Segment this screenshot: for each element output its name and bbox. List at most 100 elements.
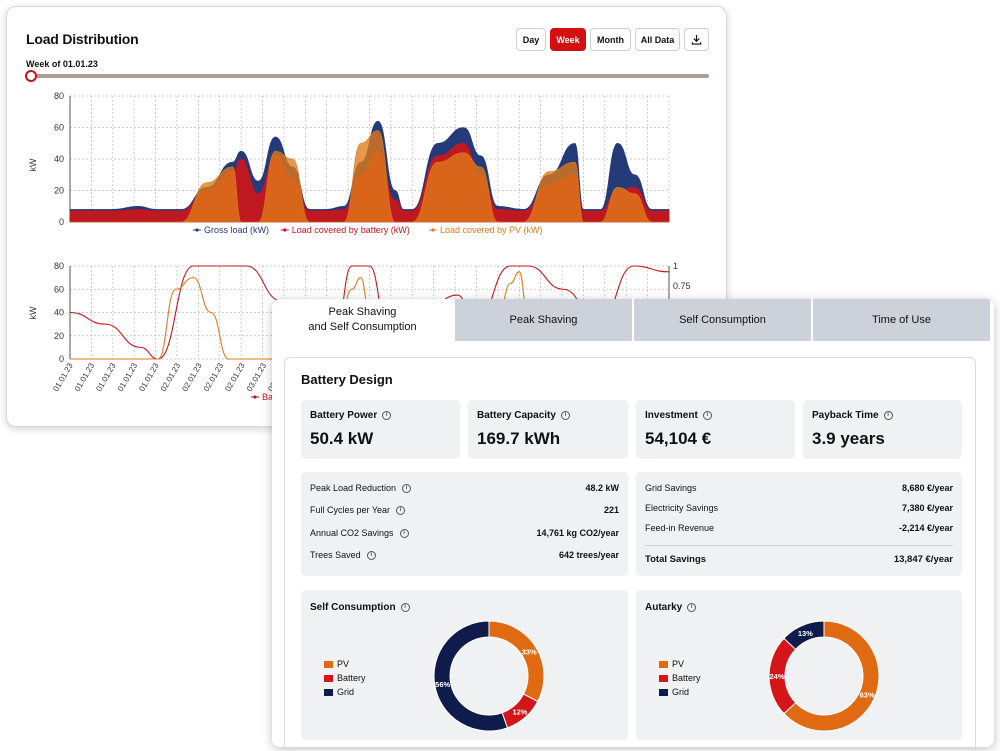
savings-label: Electricity Savings — [645, 503, 719, 513]
legend-label: Grid — [672, 687, 690, 697]
tab-peak-shaving-self-consumption[interactable]: Peak Shaving and Self Consumption — [272, 299, 453, 341]
tab-self-consumption[interactable]: Self Consumption — [634, 299, 811, 341]
legend-label: PV — [672, 659, 685, 669]
legend-item: Battery — [659, 671, 701, 685]
legend-marker — [195, 228, 199, 232]
legend-label: Grid — [337, 687, 355, 697]
legend-swatch — [324, 674, 333, 682]
page-title: Load Distribution — [26, 31, 139, 47]
donut-value-label: 13% — [798, 629, 813, 638]
tab-label: Time of Use — [872, 313, 931, 326]
info-icon[interactable]: i — [399, 528, 409, 538]
info-icon[interactable]: i — [400, 603, 410, 612]
self-consumption-legend: PV Battery Grid — [324, 657, 366, 699]
week-label: Week of 01.01.23 — [26, 59, 98, 69]
week-slider-handle[interactable] — [25, 70, 37, 82]
total-savings-value: 13,847 €/year — [893, 553, 953, 565]
total-savings-row: Total Savings 13,847 €/year — [645, 551, 953, 567]
x-tick-label: 02.01.23 — [223, 361, 247, 393]
range-button-day[interactable]: Day — [516, 28, 546, 51]
range-button-week[interactable]: Week — [550, 28, 586, 51]
legend-swatch — [324, 688, 333, 696]
donut-title: Self Consumption — [310, 602, 396, 613]
legend-swatch — [659, 674, 668, 682]
metric-value: 48.2 kW — [585, 483, 619, 493]
savings-value: 8,680 €/year — [901, 483, 953, 493]
x-tick-label: 03.01.23 — [245, 361, 269, 393]
legend-swatch — [324, 660, 333, 668]
self-consumption-donut: 33% 12% 56% — [433, 620, 545, 732]
y2-tick-label: 0.75 — [673, 281, 691, 291]
legend-label: PV — [337, 659, 350, 669]
y-tick-label: 60 — [54, 284, 64, 294]
donut-value-label: 33% — [522, 648, 537, 657]
kpi-value: 50.4 kW — [310, 429, 374, 448]
donut-value-label: 56% — [435, 680, 450, 689]
info-icon[interactable]: i — [702, 411, 712, 420]
legend-item-battery: Load covered by battery (kW) — [292, 225, 410, 235]
metric-label: Full Cycles per Year — [310, 505, 391, 515]
legend-marker — [431, 228, 435, 232]
savings-row: Grid Savings 8,680 €/year — [645, 480, 953, 496]
metric-label: Trees Saved — [310, 550, 361, 560]
y-tick-label: 20 — [54, 331, 64, 341]
info-icon[interactable]: i — [560, 411, 570, 420]
y-tick-label: 60 — [54, 123, 64, 133]
metric-label: Peak Load Reduction — [310, 483, 397, 493]
range-button-all-data[interactable]: All Data — [635, 28, 680, 51]
donut-slice-pv — [488, 620, 545, 703]
divider — [645, 545, 953, 546]
donut-value-label: 24% — [769, 672, 784, 681]
donut-value-label: 12% — [512, 707, 527, 716]
donut-slice-grid — [783, 620, 825, 651]
tab-peak-shaving[interactable]: Peak Shaving — [455, 299, 632, 341]
metric-value: 14,761 kg CO2/year — [536, 528, 619, 538]
y-tick-label: 0 — [59, 354, 64, 364]
info-icon[interactable]: i — [402, 483, 412, 493]
kpi-value: 54,104 € — [645, 429, 712, 448]
savings-label: Feed-in Revenue — [645, 523, 715, 533]
savings-row: Feed-in Revenue -2,214 €/year — [645, 520, 953, 536]
info-icon[interactable]: i — [687, 603, 697, 612]
legend-swatch — [659, 688, 668, 696]
metric-label: Annual CO2 Savings — [310, 528, 394, 538]
autarky-legend: PV Battery Grid — [659, 657, 701, 699]
range-button-month[interactable]: Month — [590, 28, 631, 51]
metric-value: 221 — [603, 505, 619, 515]
kpi-label: Battery Power — [310, 410, 378, 421]
y-tick-label: 40 — [54, 154, 64, 164]
metric-row: Full Cycles per Year i 221 — [310, 502, 619, 518]
donut-slice-grid — [433, 620, 509, 732]
y-tick-label: 0 — [59, 217, 64, 227]
self-consumption-box: Self Consumption i PV Battery Grid 33% 12%… — [301, 590, 628, 740]
savings-label: Grid Savings — [645, 483, 697, 493]
y-tick-label: 80 — [54, 261, 64, 271]
pv-line — [69, 271, 669, 360]
x-tick-label: 02.01.23 — [180, 361, 204, 393]
x-tick-label: 02.01.23 — [159, 361, 183, 393]
legend-item: PV — [324, 657, 366, 671]
y-axis-label: kW — [28, 158, 38, 172]
info-icon[interactable]: i — [382, 411, 392, 420]
y-tick-label: 40 — [54, 308, 64, 318]
x-tick-label: 01.01.23 — [116, 361, 140, 393]
download-button[interactable] — [684, 28, 709, 51]
donut-slice-pv — [783, 620, 880, 732]
legend-item-gross: Gross load (kW) — [204, 225, 269, 235]
kpi-value: 3.9 years — [812, 429, 885, 448]
y-axis-label: kW — [28, 306, 38, 320]
x-tick-label: 01.01.23 — [137, 361, 161, 393]
kpi-battery-power: Battery Power i 50.4 kW — [301, 400, 460, 459]
metric-value: 642 trees/year — [558, 550, 619, 560]
info-icon[interactable]: i — [883, 411, 893, 420]
kpi-label: Battery Capacity — [477, 410, 556, 421]
tab-time-of-use[interactable]: Time of Use — [813, 299, 990, 341]
week-slider-track[interactable] — [31, 74, 709, 78]
kpi-investment: Investment i 54,104 € — [636, 400, 795, 459]
info-icon[interactable]: i — [396, 505, 406, 515]
donut-value-label: 63% — [860, 691, 875, 700]
metric-row: Peak Load Reduction i 48.2 kW — [310, 480, 619, 496]
info-icon[interactable]: i — [366, 550, 376, 560]
legend-item: Grid — [324, 685, 366, 699]
x-tick-label: 01.01.23 — [51, 361, 75, 393]
